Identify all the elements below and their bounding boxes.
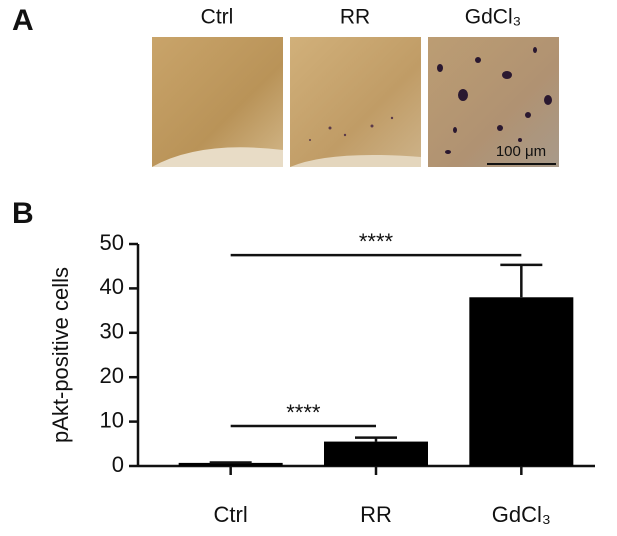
bar: [324, 441, 428, 466]
y-tick-label: 20: [100, 363, 124, 388]
image-edge: [152, 147, 283, 167]
y-tick-label: 10: [100, 407, 124, 432]
significance-label: ****: [359, 229, 394, 254]
image: [428, 37, 559, 167]
image-edge: [290, 154, 421, 167]
scale-bar-label: 100 μm: [496, 143, 546, 160]
significance-label: ****: [286, 400, 321, 425]
y-tick-label: 50: [100, 230, 124, 255]
image-label: GdCl₃: [465, 6, 521, 29]
error-bar: [355, 436, 397, 442]
x-tick-label: Ctrl: [214, 502, 248, 527]
image-dots: [309, 116, 394, 141]
x-tick-label: RR: [360, 502, 392, 527]
image: [290, 37, 421, 167]
bar: [178, 462, 283, 466]
y-axis-label: pAkt-positive cells: [48, 267, 73, 443]
micrographs: [152, 37, 559, 167]
image-dots: [437, 47, 552, 154]
image-label: RR: [340, 6, 370, 29]
panel-label: B: [12, 197, 34, 230]
y-tick-label: 0: [112, 452, 124, 477]
image-label: Ctrl: [201, 6, 234, 29]
bar: [469, 297, 574, 466]
y-tick-label: 30: [100, 319, 124, 344]
panel-label: A: [12, 4, 34, 37]
y-tick-label: 40: [100, 274, 124, 299]
x-tick-label: GdCl₃: [492, 502, 551, 527]
error-bar: [500, 263, 543, 298]
image: [152, 37, 283, 167]
